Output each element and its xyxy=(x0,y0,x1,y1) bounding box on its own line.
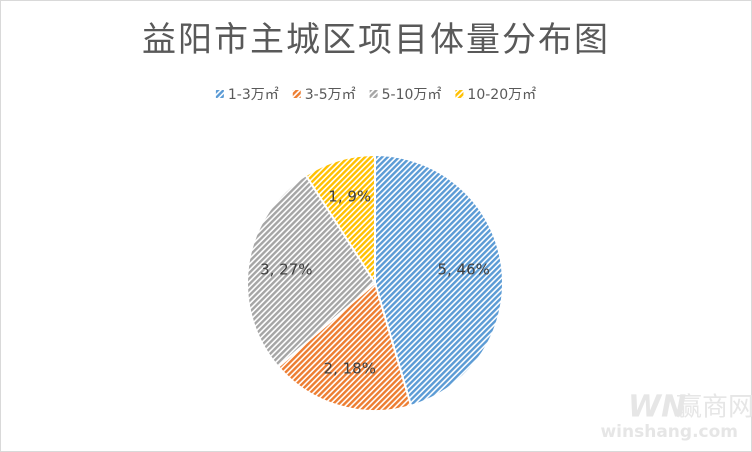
data-label: 2, 18% xyxy=(324,359,376,377)
legend-item: 3-5万㎡ xyxy=(292,87,356,103)
legend-label: 10-20万㎡ xyxy=(467,87,536,103)
chart-title: 益阳市主城区项目体量分布图 xyxy=(142,20,610,60)
legend-marker xyxy=(215,90,224,98)
legend: 1-3万㎡ 3-5万㎡ 5-10万㎡ 10-20万㎡ xyxy=(215,87,536,103)
legend-item: 1-3万㎡ xyxy=(215,87,279,103)
data-label: 5, 46% xyxy=(437,261,489,279)
data-label: 1, 9% xyxy=(328,188,371,206)
legend-marker xyxy=(292,90,301,98)
legend-label: 5-10万㎡ xyxy=(382,87,442,103)
data-label: 3, 27% xyxy=(260,261,312,279)
legend-marker xyxy=(369,90,378,98)
legend-marker xyxy=(455,90,464,98)
pie-slice xyxy=(276,281,413,412)
legend-label: 1-3万㎡ xyxy=(228,87,279,103)
legend-label: 3-5万㎡ xyxy=(305,87,356,103)
pie-slice xyxy=(304,153,376,287)
legend-item: 10-20万㎡ xyxy=(455,87,536,103)
pie-slice xyxy=(246,173,377,369)
watermark-logo: WN xyxy=(628,390,686,425)
pie: 5, 46% 2, 18% 3, 27% 1, 9% xyxy=(246,153,504,412)
watermark-url: winshang.com xyxy=(600,422,738,442)
legend-item: 5-10万㎡ xyxy=(369,87,442,103)
watermark-brand: 赢商网 xyxy=(676,393,752,423)
pie-slice xyxy=(374,153,504,408)
